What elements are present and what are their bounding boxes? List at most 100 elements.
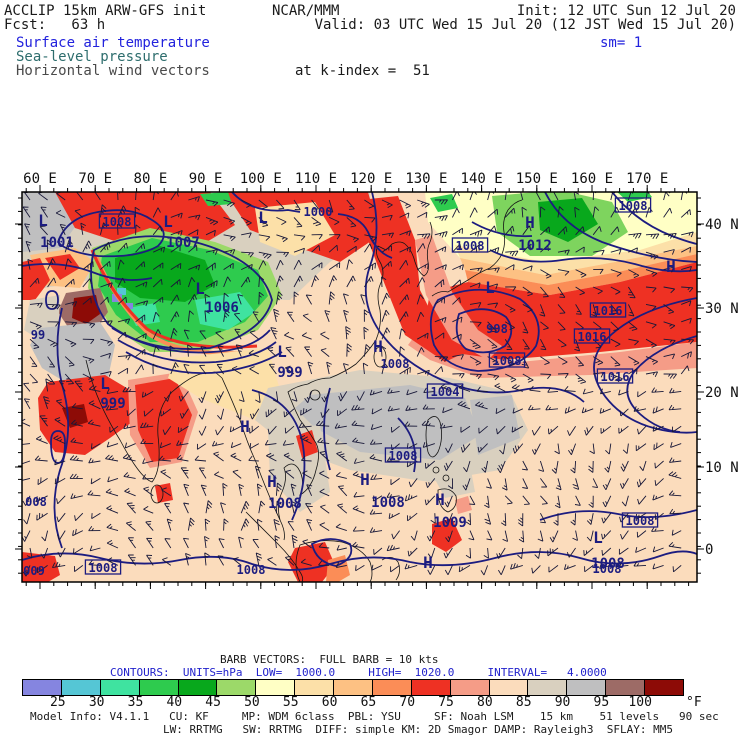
pressure-center-letter: H bbox=[267, 472, 277, 491]
pressure-center-letter: L bbox=[593, 528, 603, 547]
pressure-center-letter: H bbox=[360, 470, 370, 489]
lon-label: 70 E bbox=[78, 171, 112, 187]
forecast-hour: Fcst: 63 h bbox=[4, 17, 106, 33]
contour-legend: CONTOURS: UNITS=hPa LOW= 1000.0 HIGH= 10… bbox=[110, 666, 607, 679]
colorbar-cell bbox=[99, 680, 139, 695]
colorbar-cell bbox=[449, 680, 489, 695]
plot-title: ACCLIP 15km ARW-GFS init bbox=[4, 3, 207, 19]
contour-label-boxed: 1008 bbox=[98, 213, 136, 229]
lat-label: 0 bbox=[705, 542, 713, 558]
contour-label-boxed: 1008 bbox=[84, 559, 122, 575]
lat-label: 30 N bbox=[705, 301, 739, 317]
colorbar-cell bbox=[255, 680, 295, 695]
contour-label-boxed: 1008 bbox=[614, 197, 652, 213]
pressure-center-value: 1008 bbox=[371, 495, 405, 511]
pressure-center-letter: L bbox=[195, 279, 205, 298]
contour-label-boxed: 1008 bbox=[451, 237, 489, 253]
lon-label: 170 E bbox=[626, 171, 668, 187]
field-wind: Horizontal wind vectors bbox=[16, 63, 210, 79]
contour-label: 1000 bbox=[304, 205, 333, 219]
svg-text:1008: 1008 bbox=[619, 199, 648, 213]
org-label: NCAR/MMM bbox=[272, 3, 340, 19]
lon-label: 150 E bbox=[516, 171, 558, 187]
k-index-label: at k-index = 51 bbox=[295, 63, 430, 79]
pressure-center-letter: L bbox=[38, 211, 48, 230]
contour-label: 1008 bbox=[381, 357, 410, 371]
colorbar-cell bbox=[60, 680, 100, 695]
lon-label: 130 E bbox=[405, 171, 447, 187]
pressure-center-letter: H bbox=[435, 490, 445, 509]
pressure-center-letter: L bbox=[163, 212, 173, 231]
contour-label-boxed: 1008 bbox=[384, 447, 422, 463]
colorbar-cell bbox=[410, 680, 450, 695]
svg-text:1004: 1004 bbox=[431, 385, 460, 399]
colorbar-tick-label: 25 bbox=[49, 695, 66, 710]
contour-label-boxed: 1016 bbox=[589, 302, 627, 318]
colorbar-cell bbox=[138, 680, 178, 695]
model-info-line1: Model Info: V4.1.1 CU: KF MP: WDM 6class… bbox=[30, 710, 719, 723]
wind-barbs bbox=[22, 192, 695, 577]
svg-text:1016: 1016 bbox=[594, 304, 623, 318]
pressure-center-value: 999 bbox=[277, 365, 302, 381]
pressure-center-letter: L bbox=[277, 342, 287, 361]
lon-label: 120 E bbox=[350, 171, 392, 187]
svg-text:1008: 1008 bbox=[103, 215, 132, 229]
contour-label: 998 bbox=[486, 322, 508, 336]
lon-label: 140 E bbox=[461, 171, 503, 187]
svg-text:1008: 1008 bbox=[456, 239, 485, 253]
colorbar-tick-label: 85 bbox=[515, 695, 532, 710]
field-pressure: Sea-level pressure bbox=[16, 49, 168, 65]
colorbar-tick-label: 65 bbox=[360, 695, 377, 710]
colorbar-tick-label: 40 bbox=[166, 695, 183, 710]
contour-labels: 1008100810081016101610161004100810081008… bbox=[23, 197, 659, 578]
contour-label: 1008 bbox=[593, 562, 622, 576]
pressure-center-value: 1001 bbox=[40, 235, 74, 251]
colorbar-tick-label: 30 bbox=[88, 695, 105, 710]
svg-text:1008: 1008 bbox=[89, 561, 118, 575]
init-time: Init: 12 UTC Sun 12 Jul 20 bbox=[516, 3, 736, 19]
contour-label: 008 bbox=[25, 495, 47, 509]
pressure-center-value: 1007 bbox=[166, 235, 200, 251]
pressure-center-letter: H bbox=[525, 213, 535, 232]
pressure-center-value: 1008 bbox=[268, 496, 302, 512]
lon-label: 60 E bbox=[23, 171, 57, 187]
pressure-center-letter: H bbox=[666, 257, 676, 276]
lon-label: 100 E bbox=[240, 171, 282, 187]
temperature-colorbar bbox=[22, 679, 684, 696]
lat-label: 40 N bbox=[705, 217, 739, 233]
lon-label: 90 E bbox=[189, 171, 223, 187]
field-temperature: Surface air temperature bbox=[16, 35, 210, 51]
colorbar-cell bbox=[216, 680, 256, 695]
lat-label: 10 N bbox=[705, 460, 739, 476]
model-info-line2: LW: RRTMG SW: RRTMG DIFF: simple KM: 2D … bbox=[163, 723, 673, 736]
barb-legend: BARB VECTORS: FULL BARB = 10 kts bbox=[220, 653, 439, 666]
pressure-center-value: 1009 bbox=[433, 515, 467, 531]
svg-text:1016: 1016 bbox=[601, 370, 630, 384]
colorbar-tick-label: 60 bbox=[321, 695, 338, 710]
pressure-center-value: 999 bbox=[100, 396, 125, 412]
contour-label: 99 bbox=[31, 328, 45, 342]
contour-label-boxed: 1004 bbox=[426, 383, 464, 399]
pressure-center-value: 1006 bbox=[205, 300, 239, 316]
colorbar-cell bbox=[527, 680, 567, 695]
pressure-center-letter: H bbox=[373, 337, 383, 356]
colorbar-cell bbox=[605, 680, 644, 695]
svg-text:1008: 1008 bbox=[389, 449, 418, 463]
svg-text:1008: 1008 bbox=[626, 514, 655, 528]
map-axes: 60 E 70 E 80 E 90 E 100 E 110 E 120 E 130 E 140 … bbox=[15, 171, 739, 589]
pressure-center-letter: L bbox=[100, 374, 110, 393]
valid-time: Valid: 03 UTC Wed 15 Jul 20 (12 JST Wed … bbox=[314, 17, 736, 33]
svg-text:1008: 1008 bbox=[493, 354, 522, 368]
lon-label: 80 E bbox=[134, 171, 168, 187]
contour-label-boxed: 1008 bbox=[488, 352, 526, 368]
colorbar-unit: °F bbox=[686, 695, 702, 710]
contour-label: 1008 bbox=[237, 563, 266, 577]
colorbar-cell bbox=[371, 680, 411, 695]
colorbar-tick-label: 75 bbox=[438, 695, 454, 710]
colorbar-tick-label: 95 bbox=[593, 695, 610, 710]
colorbar-tick-label: 100 bbox=[628, 695, 652, 710]
colorbar-tick-label: 45 bbox=[205, 695, 221, 710]
colorbar-cell bbox=[333, 680, 372, 695]
